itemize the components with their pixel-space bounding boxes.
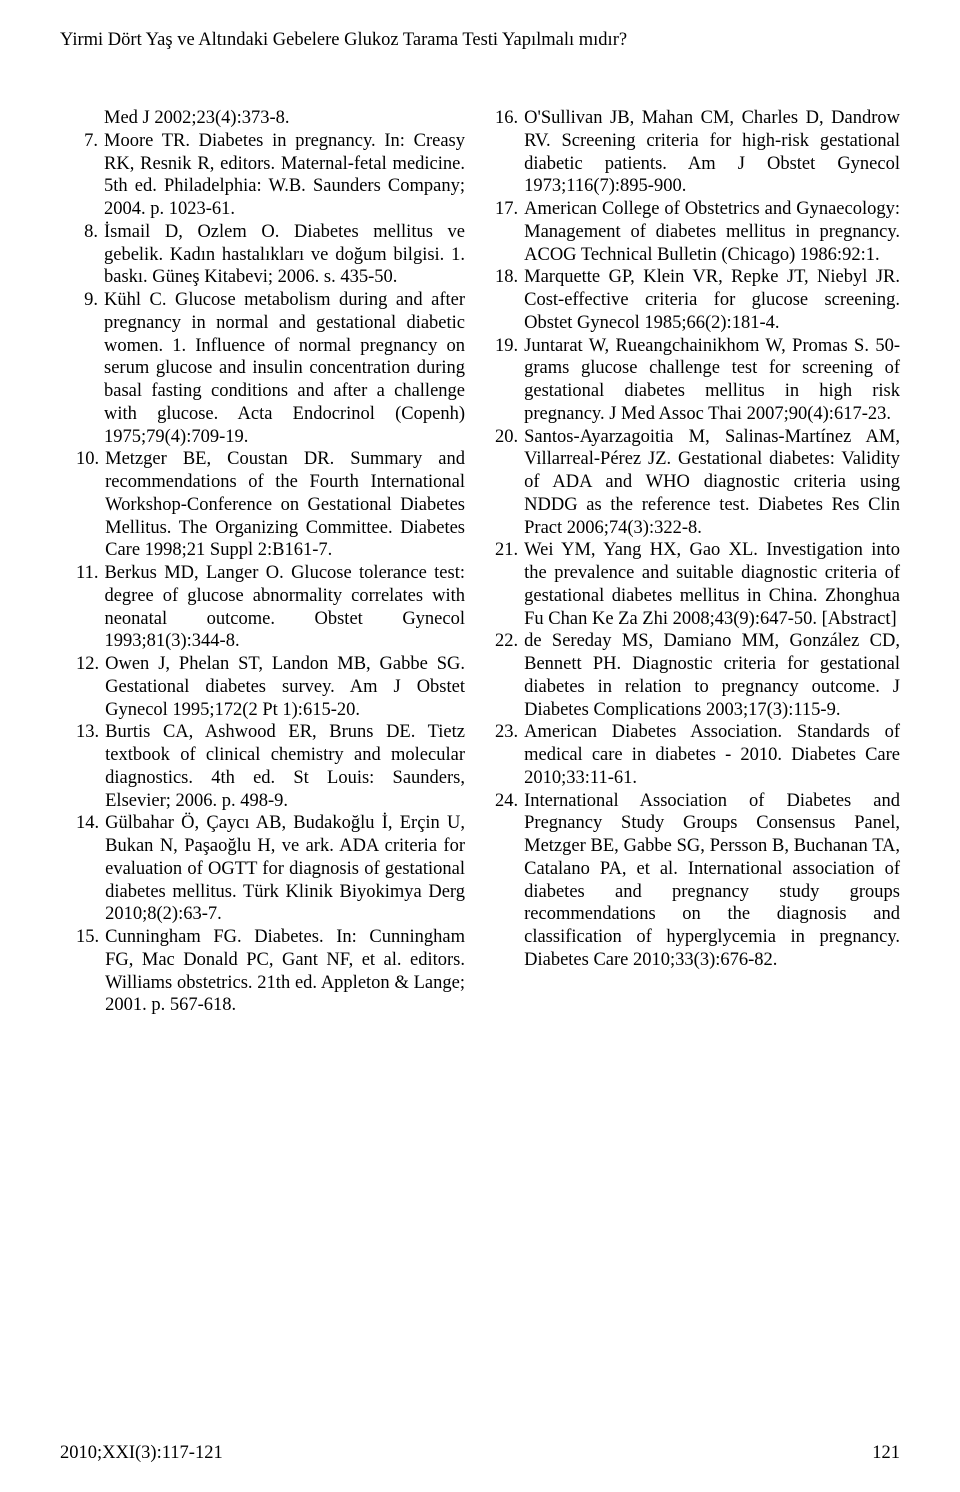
reference-text: Med J 2002;23(4):373-8. <box>104 107 465 130</box>
reference-item: 18.Marquette GP, Klein VR, Repke JT, Nie… <box>495 266 900 334</box>
reference-text: International Association of Diabetes an… <box>524 790 900 972</box>
reference-text: Burtis CA, Ashwood ER, Bruns DE. Tietz t… <box>105 721 465 812</box>
reference-item: 19.Juntarat W, Rueangchainikhom W, Proma… <box>495 335 900 426</box>
reference-item: 11.Berkus MD, Langer O. Glucose toleranc… <box>60 562 465 653</box>
reference-number: 10. <box>76 448 105 562</box>
reference-text: American Diabetes Association. Standards… <box>524 721 900 789</box>
reference-number: 15. <box>76 926 105 1017</box>
running-title: Yirmi Dört Yaş ve Altındaki Gebelere Glu… <box>60 30 900 51</box>
reference-item: 10.Metzger BE, Coustan DR. Summary and r… <box>60 448 465 562</box>
reference-item: 22.de Sereday MS, Damiano MM, González C… <box>495 630 900 721</box>
reference-text: Kühl C. Glucose metabolism during and af… <box>104 289 465 448</box>
right-column: 16.O'Sullivan JB, Mahan CM, Charles D, D… <box>495 107 900 1017</box>
reference-number: 23. <box>495 721 524 789</box>
reference-item: Med J 2002;23(4):373-8. <box>60 107 465 130</box>
reference-item: 13.Burtis CA, Ashwood ER, Bruns DE. Tiet… <box>60 721 465 812</box>
reference-number: 8. <box>76 221 104 289</box>
reference-text: İsmail D, Ozlem O. Diabetes mellitus ve … <box>104 221 465 289</box>
footer-page-number: 121 <box>872 1443 900 1464</box>
reference-item: 7.Moore TR. Diabetes in pregnancy. In: C… <box>60 130 465 221</box>
reference-text: Metzger BE, Coustan DR. Summary and reco… <box>105 448 465 562</box>
reference-number: 9. <box>76 289 104 448</box>
reference-number: 11. <box>76 562 104 653</box>
left-column: Med J 2002;23(4):373-8.7.Moore TR. Diabe… <box>60 107 465 1017</box>
reference-number: 16. <box>495 107 524 198</box>
reference-item: 17.American College of Obstetrics and Gy… <box>495 198 900 266</box>
reference-text: Moore TR. Diabetes in pregnancy. In: Cre… <box>104 130 465 221</box>
reference-text: Santos-Ayarzagoitia M, Salinas-Martínez … <box>524 426 900 540</box>
reference-item: 20.Santos-Ayarzagoitia M, Salinas-Martín… <box>495 426 900 540</box>
reference-item: 9.Kühl C. Glucose metabolism during and … <box>60 289 465 448</box>
reference-text: Gülbahar Ö, Çaycı AB, Budakoğlu İ, Erçin… <box>105 812 465 926</box>
reference-item: 8.İsmail D, Ozlem O. Diabetes mellitus v… <box>60 221 465 289</box>
reference-text: Owen J, Phelan ST, Landon MB, Gabbe SG. … <box>105 653 465 721</box>
reference-text: de Sereday MS, Damiano MM, González CD, … <box>524 630 900 721</box>
reference-text: Marquette GP, Klein VR, Repke JT, Niebyl… <box>524 266 900 334</box>
reference-columns: Med J 2002;23(4):373-8.7.Moore TR. Diabe… <box>60 107 900 1017</box>
page-footer: 2010;XXI(3):117-121 121 <box>60 1443 900 1464</box>
reference-number: 20. <box>495 426 524 540</box>
reference-number: 18. <box>495 266 524 334</box>
reference-item: 12.Owen J, Phelan ST, Landon MB, Gabbe S… <box>60 653 465 721</box>
reference-item: 21.Wei YM, Yang HX, Gao XL. Investigatio… <box>495 539 900 630</box>
reference-text: Cunningham FG. Diabetes. In: Cunningham … <box>105 926 465 1017</box>
reference-text: Wei YM, Yang HX, Gao XL. Investigation i… <box>524 539 900 630</box>
reference-item: 15.Cunningham FG. Diabetes. In: Cunningh… <box>60 926 465 1017</box>
reference-text: Juntarat W, Rueangchainikhom W, Promas S… <box>524 335 900 426</box>
reference-item: 14.Gülbahar Ö, Çaycı AB, Budakoğlu İ, Er… <box>60 812 465 926</box>
reference-number: 22. <box>495 630 524 721</box>
reference-number: 21. <box>495 539 524 630</box>
reference-number: 19. <box>495 335 524 426</box>
reference-text: Berkus MD, Langer O. Glucose tolerance t… <box>104 562 465 653</box>
page: Yirmi Dört Yaş ve Altındaki Gebelere Glu… <box>0 0 960 1492</box>
reference-number: 13. <box>76 721 105 812</box>
reference-item: 24.International Association of Diabetes… <box>495 790 900 972</box>
reference-number: 24. <box>495 790 524 972</box>
reference-number <box>76 107 104 130</box>
reference-text: O'Sullivan JB, Mahan CM, Charles D, Dand… <box>524 107 900 198</box>
footer-issue: 2010;XXI(3):117-121 <box>60 1443 223 1464</box>
reference-number: 7. <box>76 130 104 221</box>
reference-number: 12. <box>76 653 105 721</box>
reference-number: 17. <box>495 198 524 266</box>
reference-item: 16.O'Sullivan JB, Mahan CM, Charles D, D… <box>495 107 900 198</box>
reference-number: 14. <box>76 812 105 926</box>
reference-item: 23.American Diabetes Association. Standa… <box>495 721 900 789</box>
reference-text: American College of Obstetrics and Gynae… <box>524 198 900 266</box>
